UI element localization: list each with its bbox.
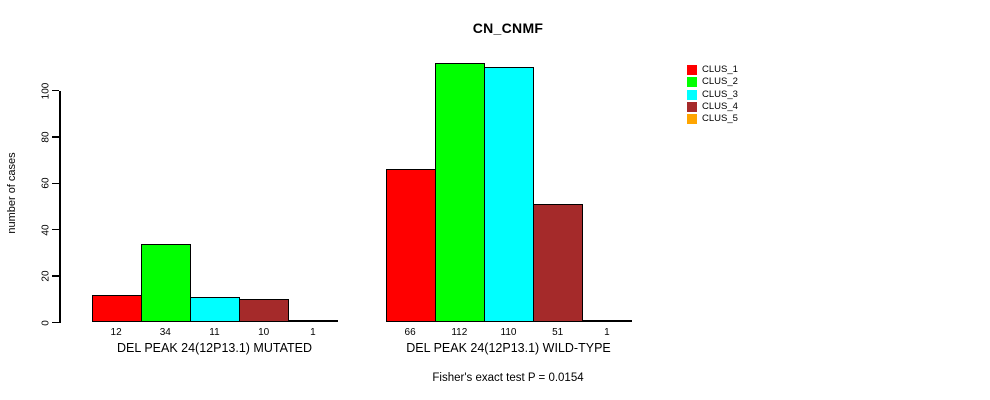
bar-clus_1 [91,294,142,323]
y-tick-label: 0 [40,319,51,326]
y-tick-mark [52,182,59,185]
y-tick-label: 60 [40,177,51,189]
legend-item-clus_2: CLUS_2 [687,76,738,88]
legend-item-clus_4: CLUS_4 [687,100,738,112]
legend-label: CLUS_4 [702,100,738,112]
y-tick-label: 40 [40,224,51,236]
bar-clus_4 [239,299,290,323]
legend-swatch-icon [687,65,697,75]
bar-clus_2 [140,243,191,323]
bar-value-label: 112 [451,326,468,338]
y-axis-label: number of cases [6,152,18,234]
legend-label: CLUS_2 [702,76,738,88]
legend: CLUS_1 CLUS_2 CLUS_3 CLUS_4 CLUS_5 [687,65,738,125]
bar-value-label: 110 [500,326,517,338]
y-tick-label: 20 [40,270,51,282]
chart-title: CN_CNMF [472,20,544,36]
y-tick-mark [52,228,59,231]
legend-label: CLUS_1 [702,64,738,75]
y-tick-label: 100 [40,82,51,99]
bar-clus_1 [385,169,436,323]
legend-label: CLUS_5 [702,113,738,125]
y-tick-mark [52,321,59,324]
legend-swatch-icon [687,77,697,88]
legend-item-clus_5: CLUS_5 [687,113,738,125]
y-tick-label: 80 [40,131,51,143]
bar-clus_4 [533,204,584,323]
bar-value-label: 34 [159,326,171,338]
y-tick-mark [52,89,59,92]
bar-clus_2 [434,62,485,323]
bar-value-label: 12 [110,326,122,338]
bar-value-label: 10 [258,326,270,338]
bar-clus_3 [189,296,241,323]
legend-swatch-icon [687,89,697,100]
legend-swatch-icon [687,101,697,112]
legend-item-clus_3: CLUS_3 [687,88,738,100]
legend-label: CLUS_3 [702,88,738,100]
bar-value-label: 1 [310,326,316,338]
bar-clus_5 [288,320,339,323]
bar-value-label: 1 [604,326,610,338]
legend-swatch-icon [687,114,697,125]
footnote-text: Fisher's exact test P = 0.0154 [432,372,584,384]
bar-clus_3 [483,67,535,323]
bar-value-label: 11 [209,326,220,338]
bar-clus_5 [582,320,633,323]
group-label: DEL PEAK 24(12P13.1) WILD-TYPE [406,341,611,355]
bar-value-label: 51 [552,326,564,338]
y-axis-line [59,90,61,323]
group-label: DEL PEAK 24(12P13.1) MUTATED [117,341,312,355]
y-tick-mark [52,275,59,277]
legend-item-clus_1: CLUS_1 [687,65,738,75]
y-tick-mark [52,136,59,138]
bar-value-label: 66 [404,326,416,338]
